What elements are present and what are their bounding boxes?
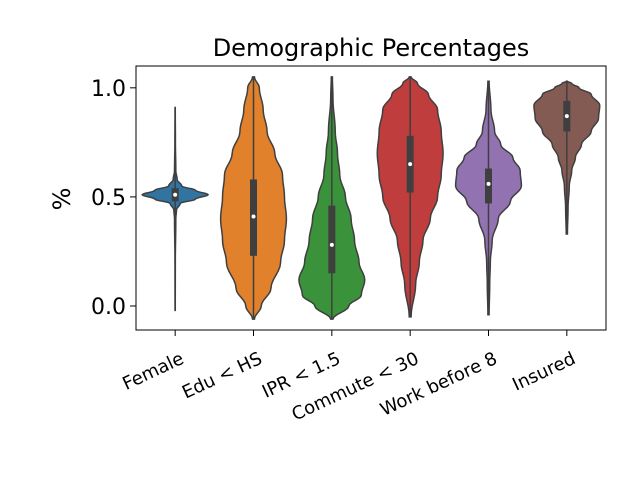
x-tick-label: Edu < HS	[179, 348, 266, 403]
violin-median	[486, 181, 491, 186]
violin-median	[173, 192, 178, 197]
x-tick-label: Female	[119, 348, 187, 395]
x-tick-label: Insured	[509, 348, 579, 395]
violin-median	[408, 162, 413, 167]
y-tick-label: 0.0	[91, 295, 126, 320]
y-axis: 0.0 0.5 1.0	[91, 77, 136, 320]
plot-frame	[135, 65, 607, 331]
violin-median	[564, 114, 569, 119]
chart-title: Demographic Percentages	[213, 34, 530, 62]
violin-median	[251, 214, 256, 219]
y-tick-label: 1.0	[91, 77, 126, 102]
y-axis-label: %	[48, 188, 76, 211]
violin-iqr-box	[485, 168, 492, 204]
violin-median	[329, 242, 334, 247]
y-tick-label: 0.5	[91, 186, 126, 211]
violins	[141, 76, 601, 320]
violin-iqr-box	[328, 205, 336, 274]
